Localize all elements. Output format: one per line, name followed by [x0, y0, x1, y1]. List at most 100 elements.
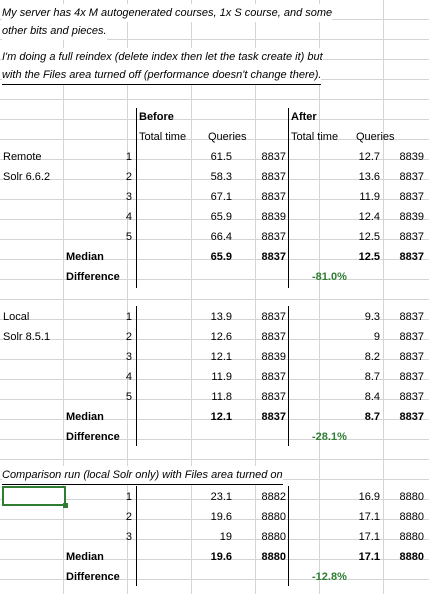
local-after-separator: [288, 306, 289, 446]
remote-median-after-queries: 8837: [399, 251, 424, 263]
after-time: 16.9: [358, 491, 380, 503]
before-separator: [136, 108, 137, 288]
run-number: 1: [125, 311, 132, 323]
after-separator: [288, 108, 289, 288]
comparison-difference-value: -12.8%: [312, 571, 347, 583]
after-queries: 8837: [399, 231, 424, 243]
before-queries: 8837: [261, 231, 286, 243]
remote-median-label: Median: [66, 251, 104, 263]
local-median-after-time: 8.7: [364, 411, 380, 423]
before-time: 66.4: [210, 231, 232, 243]
note-line-3: I'm doing a full reindex (delete index t…: [2, 48, 323, 66]
before-time: 65.9: [210, 211, 232, 223]
run-number: 1: [125, 491, 132, 503]
after-queries: 8837: [399, 191, 424, 203]
local-label: Local: [3, 311, 30, 323]
after-time: 12.7: [358, 151, 380, 163]
before-time: 11.8: [211, 391, 232, 403]
before-queries: 8837: [261, 391, 286, 403]
before-queries: 8837: [261, 191, 286, 203]
run-number: 4: [125, 211, 132, 223]
remote-median-before-queries: 8837: [261, 251, 286, 263]
after-time: 9.3: [364, 311, 380, 323]
before-time: 12.1: [210, 351, 232, 363]
comparison-before-separator: [136, 486, 137, 586]
after-queries: 8837: [399, 171, 424, 183]
run-number: 2: [125, 171, 132, 183]
after-time: 17.1: [358, 531, 380, 543]
note-line-2: other bits and pieces.: [2, 22, 107, 40]
remote-label: Remote: [3, 151, 42, 163]
before-queries: 8837: [261, 311, 286, 323]
after-queries: 8837: [399, 371, 424, 383]
comparison-difference-label: Difference: [66, 571, 120, 583]
run-number: 5: [125, 391, 132, 403]
local-median-label: Median: [66, 411, 104, 423]
after-time: 11.9: [359, 191, 380, 203]
remote-median-before-time: 65.9: [210, 251, 232, 263]
run-number: 3: [125, 351, 132, 363]
after-time: 13.6: [358, 171, 380, 183]
before-queries: 8837: [261, 151, 286, 163]
remote-difference-label: Difference: [66, 271, 120, 283]
before-time: 19: [219, 531, 232, 543]
before-time: 12.6: [210, 331, 232, 343]
local-before-separator: [136, 306, 137, 446]
header-before: Before: [139, 111, 174, 123]
remote-version: Solr 6.6.2: [3, 171, 51, 183]
after-queries: 8880: [399, 491, 424, 503]
local-version: Solr 8.5.1: [3, 331, 51, 343]
local-difference-label: Difference: [66, 431, 120, 443]
local-median-before-queries: 8837: [261, 411, 286, 423]
after-queries: 8880: [399, 511, 424, 523]
before-queries: 8839: [261, 351, 286, 363]
local-median-before-time: 12.1: [210, 411, 232, 423]
local-difference-value: -28.1%: [312, 431, 347, 443]
after-time: 8.4: [364, 391, 380, 403]
remote-median-after-time: 12.5: [358, 251, 380, 263]
comparison-median-after-queries: 8880: [399, 551, 424, 563]
run-number: 4: [125, 371, 132, 383]
before-time: 19.6: [210, 511, 232, 523]
after-time: 17.1: [358, 511, 380, 523]
before-queries: 8880: [261, 531, 286, 543]
comparison-median-after-time: 17.1: [358, 551, 380, 563]
comparison-median-before-time: 19.6: [210, 551, 232, 563]
before-time: 58.3: [210, 171, 232, 183]
header-after-queries: Queries: [356, 131, 395, 143]
run-number: 2: [125, 511, 132, 523]
after-time: 12.5: [358, 231, 380, 243]
after-queries: 8837: [399, 351, 424, 363]
note-line-4: with the Files area turned off (performa…: [2, 66, 322, 85]
after-queries: 8839: [399, 211, 424, 223]
after-time: 12.4: [358, 211, 380, 223]
after-time: 9: [373, 331, 380, 343]
after-queries: 8837: [399, 331, 424, 343]
comparison-median-before-queries: 8880: [261, 551, 286, 563]
before-time: 23.1: [210, 491, 232, 503]
after-queries: 8880: [399, 531, 424, 543]
before-time: 11.9: [211, 371, 232, 383]
before-time: 67.1: [210, 191, 232, 203]
after-time: 8.2: [364, 351, 380, 363]
after-time: 8.7: [364, 371, 380, 383]
header-before-total-time: Total time: [139, 131, 187, 143]
before-time: 61.5: [210, 151, 232, 163]
comparison-median-label: Median: [66, 551, 104, 563]
before-queries: 8837: [261, 331, 286, 343]
note-line-1: My server has 4x M autogenerated courses…: [2, 4, 333, 22]
before-queries: 8882: [261, 491, 286, 503]
run-number: 5: [125, 231, 132, 243]
before-time: 13.9: [210, 311, 232, 323]
remote-difference-value: -81.0%: [312, 271, 347, 283]
before-queries: 8837: [261, 171, 286, 183]
selected-cell[interactable]: [2, 486, 68, 508]
run-number: 3: [125, 191, 132, 203]
before-queries: 8880: [261, 511, 286, 523]
header-after-total-time: Total time: [291, 131, 339, 143]
after-queries: 8837: [399, 311, 424, 323]
comparison-after-separator: [288, 486, 289, 586]
header-before-queries: Queries: [208, 131, 247, 143]
after-queries: 8839: [399, 151, 424, 163]
